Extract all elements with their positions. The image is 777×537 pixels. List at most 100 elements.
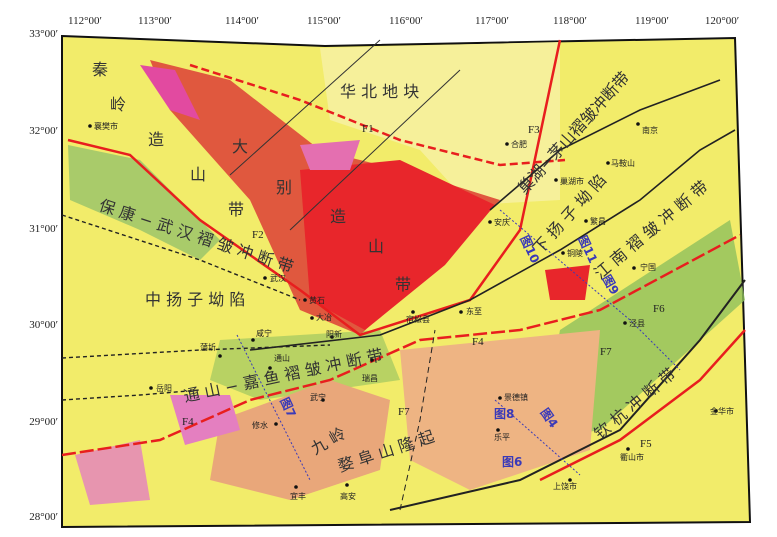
unit-label: 造 [148, 130, 164, 149]
city: 大冶 [310, 312, 332, 322]
longitude-label: 117°00′ [475, 15, 509, 27]
longitude-label: 113°00′ [138, 15, 172, 27]
fault-black-2 [249, 129, 736, 351]
city: 乐平 [494, 428, 510, 442]
figure-label: 图6 [502, 455, 522, 469]
svg-text:高安: 高安 [340, 491, 356, 501]
unit-label: 山 [190, 165, 206, 184]
fault-label: F6 [653, 303, 665, 315]
svg-text:岳阳: 岳阳 [156, 383, 172, 393]
city: 咸宁 [251, 328, 272, 342]
latitude-label: 28°00′ [29, 511, 58, 523]
fault-labels: F1 F2 F3 F4 F4 F5 F6 F7 F7 [182, 123, 665, 450]
city: 宿松县 [406, 310, 430, 324]
unit-label: 中 扬 子 坳 陷 [145, 290, 245, 309]
svg-text:修水: 修水 [252, 420, 268, 430]
svg-text:景德镇: 景德镇 [504, 392, 528, 402]
longitude-labels: 112°00′ 113°00′ 114°00′ 115°00′ 116°00′ … [68, 15, 739, 27]
fault-label: F4 [182, 416, 194, 428]
longitude-label: 115°00′ [307, 15, 341, 27]
svg-text:大冶: 大冶 [316, 312, 332, 322]
longitude-label: 116°00′ [389, 15, 423, 27]
unit-label: 岭 [110, 95, 126, 114]
longitude-label: 118°00′ [553, 15, 587, 27]
unit-label: 秦 [92, 60, 108, 79]
green-belt [68, 145, 220, 260]
svg-text:襄樊市: 襄樊市 [94, 121, 118, 131]
city: 东至 [459, 306, 482, 316]
longitude-label: 119°00′ [635, 15, 669, 27]
svg-text:上饶市: 上饶市 [553, 481, 577, 491]
city: 阳新 [326, 329, 342, 339]
svg-text:宁国: 宁国 [640, 262, 656, 272]
city: 黄石 [303, 295, 325, 305]
svg-text:泾县: 泾县 [629, 319, 645, 328]
svg-text:衢山市: 衢山市 [620, 452, 644, 462]
svg-text:武汉: 武汉 [270, 273, 286, 283]
city: 宁国 [632, 262, 656, 272]
section-line-10 [499, 209, 681, 371]
latitude-label: 30°00′ [29, 319, 58, 331]
unit-label: 别 [276, 178, 292, 197]
city: 瑞昌 [362, 358, 378, 383]
city: 高安 [340, 483, 356, 501]
jiuling-uplift [210, 380, 390, 500]
svg-text:东至: 东至 [466, 306, 482, 316]
strike-slip-2 [289, 69, 461, 231]
unit-label: 带 [395, 275, 411, 294]
fault-f5 [539, 329, 746, 482]
latitude-label: 32°00′ [29, 125, 58, 137]
granite-east [545, 265, 590, 300]
svg-text:马鞍山: 马鞍山 [611, 158, 635, 168]
svg-text:武宁: 武宁 [310, 392, 326, 402]
city: 武宁 [310, 392, 326, 402]
city: 蒲圻 [200, 342, 222, 358]
svg-text:合肥: 合肥 [511, 139, 527, 149]
unit-label: 华 北 地 块 [340, 82, 419, 101]
svg-text:宜丰: 宜丰 [290, 491, 306, 501]
strike-slip-1 [229, 39, 381, 176]
city: 通山 [268, 353, 290, 370]
city: 武汉 [263, 273, 286, 283]
city: 上饶市 [553, 478, 577, 491]
unit-label: 带 [228, 200, 244, 219]
fault-label: F1 [362, 123, 374, 135]
fault-label: F5 [640, 438, 652, 450]
longitude-label: 112°00′ [68, 15, 102, 27]
svg-text:南京: 南京 [642, 125, 658, 135]
city: 安庆 [488, 217, 510, 227]
city: 襄樊市 [88, 121, 118, 131]
pink-intrusion-4 [75, 440, 150, 505]
huaiyu-uplift [400, 330, 600, 490]
fault-f1 [189, 63, 566, 167]
green-belt-south [210, 330, 400, 400]
svg-text:咸宁: 咸宁 [256, 328, 272, 338]
fault-black-3 [489, 79, 721, 211]
fault-dashed-3 [61, 389, 201, 401]
fault-label: F7 [600, 346, 612, 358]
fault-f4 [61, 233, 741, 457]
fault-label: F7 [398, 406, 410, 418]
svg-text:阳新: 阳新 [326, 329, 342, 339]
city: 合肥 [505, 139, 527, 149]
fault-f2 [67, 39, 562, 337]
svg-text:通山: 通山 [274, 353, 290, 363]
city-markers: 襄樊市 合肥 巢湖市 马鞍山 南京 繁昌 宁国 武汉 黄石 大冶 阳新 咸宁 蒲… [88, 121, 734, 501]
pink-intrusion-1 [140, 65, 200, 120]
city: 宜丰 [290, 485, 306, 501]
fault-dashed-2 [61, 344, 331, 359]
svg-text:巢湖市: 巢湖市 [560, 176, 584, 186]
dabie-granite [300, 160, 495, 330]
latitude-label: 31°00′ [29, 223, 58, 235]
figure-label: 图8 [494, 407, 514, 421]
svg-text:黄石: 黄石 [309, 295, 325, 305]
unit-label: 大 [232, 137, 248, 156]
longitude-label: 114°00′ [225, 15, 259, 27]
city: 马鞍山 [606, 158, 635, 168]
city: 泾县 [623, 319, 645, 328]
fault-black-1 [389, 279, 746, 511]
pink-intrusion-2 [300, 140, 360, 170]
svg-text:乐平: 乐平 [494, 432, 510, 442]
latitude-label: 33°00′ [29, 28, 58, 40]
city: 岳阳 [149, 383, 172, 393]
